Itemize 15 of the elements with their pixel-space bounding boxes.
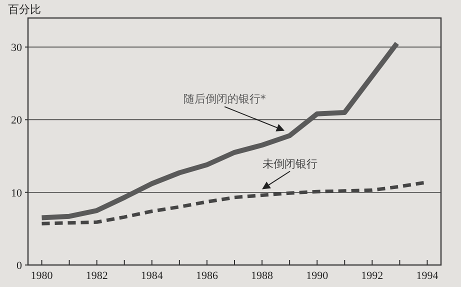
x-tick-label: 1986 xyxy=(196,270,218,282)
text: 随后倒闭的银行* xyxy=(183,92,266,106)
x-tick-label: 1988 xyxy=(251,270,274,282)
y-axis-title: 百分比 xyxy=(8,3,41,16)
y-tick-label: 10 xyxy=(11,187,22,200)
y-tick-label: 30 xyxy=(11,42,22,54)
y-tick-label: 20 xyxy=(11,114,22,127)
x-tick-label: 1992 xyxy=(361,270,384,282)
x-tick-label: 1984 xyxy=(140,270,164,282)
x-tick-label: 1982 xyxy=(86,270,108,282)
y-tick-label: 0 xyxy=(16,260,22,272)
x-tick-label: 1980 xyxy=(30,270,54,282)
x-tick-label: 1994 xyxy=(416,270,439,282)
x-tick-label: 1990 xyxy=(306,270,329,282)
series-label: 未倒闭银行 xyxy=(262,157,318,170)
